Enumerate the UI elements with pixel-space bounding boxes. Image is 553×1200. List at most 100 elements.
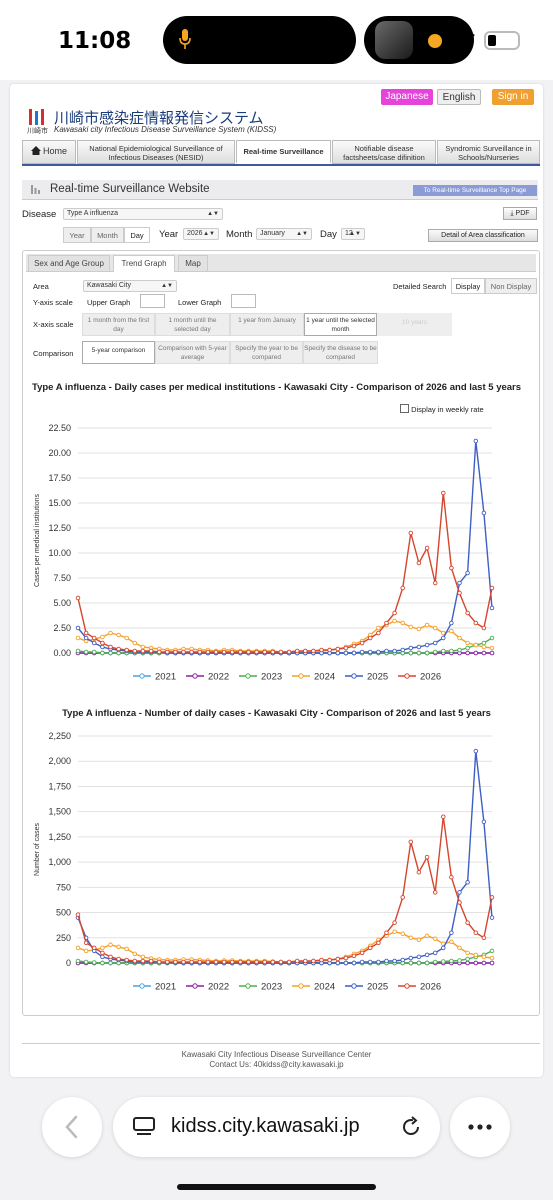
series-2023-point[interactable] <box>449 958 454 964</box>
legend-2024-label[interactable]: 2024 <box>314 982 335 993</box>
series-2024-point[interactable] <box>449 628 454 634</box>
series-2026-point[interactable] <box>124 957 129 963</box>
series-2025-point[interactable] <box>457 890 462 895</box>
series-2026-point[interactable] <box>197 649 203 655</box>
period-month[interactable]: Month <box>91 227 124 243</box>
series-2023-point[interactable] <box>441 959 446 964</box>
series-2023-point[interactable] <box>75 648 81 654</box>
site-title[interactable]: 川崎市感染症情報発信システム <box>54 109 264 127</box>
legend-2024-label[interactable]: 2024 <box>314 672 335 683</box>
series-2023-point[interactable] <box>457 958 462 963</box>
series-2026-point[interactable] <box>116 646 121 652</box>
series-2024-point[interactable] <box>108 630 113 636</box>
series-2022-point[interactable] <box>489 650 495 656</box>
series-2026-point[interactable] <box>473 930 479 935</box>
series-2025-point[interactable] <box>416 954 422 960</box>
series-2026-point[interactable] <box>278 959 284 965</box>
series-2026-point[interactable] <box>124 647 129 653</box>
series-2026-point[interactable] <box>229 649 235 655</box>
series-2026-point[interactable] <box>173 649 178 655</box>
series-2026-point[interactable] <box>108 954 113 960</box>
series-2026-point[interactable] <box>83 630 89 636</box>
series-2025-point[interactable] <box>367 959 373 965</box>
series-2024-point[interactable] <box>408 935 414 941</box>
series-2025-point[interactable] <box>351 650 357 656</box>
display-toggle[interactable]: Display <box>451 278 485 294</box>
series-2026-point[interactable] <box>246 959 251 965</box>
series-2024-point[interactable] <box>432 625 438 631</box>
series-2024-point[interactable] <box>408 624 414 630</box>
series-2026-point[interactable] <box>148 648 154 654</box>
series-2026-point[interactable] <box>465 610 470 616</box>
series-2026-point[interactable] <box>303 648 308 654</box>
series-2026-point[interactable] <box>432 890 438 895</box>
series-2024-point[interactable] <box>473 952 479 958</box>
series-2023-point[interactable] <box>416 960 422 966</box>
series-2026-point[interactable] <box>424 545 430 551</box>
series-2026-point[interactable] <box>311 648 316 654</box>
upper-graph-input[interactable] <box>140 294 165 308</box>
series-2025-point[interactable] <box>408 645 414 651</box>
series-2026-point[interactable] <box>343 955 349 961</box>
series-2026-point[interactable] <box>311 958 316 964</box>
series-2025-point[interactable] <box>449 620 454 626</box>
series-2026-point[interactable] <box>416 869 422 875</box>
series-2025-point[interactable] <box>335 960 341 966</box>
series-2025-point[interactable] <box>408 955 414 961</box>
page-menu-icon[interactable] <box>133 1117 155 1137</box>
detail-area-button[interactable]: Detail of Area classification <box>428 229 538 242</box>
series-2026-point[interactable] <box>205 959 211 965</box>
series-2026-point[interactable] <box>91 945 97 951</box>
url-text[interactable]: kidss.city.kawasaki.jp <box>171 1115 360 1137</box>
day-select[interactable]: 12 ▲▼ <box>341 228 365 240</box>
series-2026-point[interactable] <box>148 958 154 964</box>
english-button[interactable]: English <box>437 89 481 105</box>
series-2026-point[interactable] <box>286 959 292 965</box>
series-2026-point[interactable] <box>132 648 138 654</box>
comparison-5year-average[interactable]: Comparison with 5-year average <box>155 341 230 364</box>
series-2023-point[interactable] <box>91 960 97 965</box>
series-2025-point[interactable] <box>424 642 430 648</box>
series-2024-point[interactable] <box>416 626 422 632</box>
series-2026-point[interactable] <box>481 935 487 941</box>
series-2026-point[interactable] <box>319 957 324 963</box>
series-2023-point[interactable] <box>424 960 430 966</box>
legend-2023-label[interactable]: 2023 <box>261 672 282 683</box>
series-2026-point[interactable] <box>465 920 470 925</box>
series-2026-point[interactable] <box>408 530 414 536</box>
x-option-1year-selected[interactable]: 1 year until the selected month <box>304 313 377 336</box>
series-2026-point[interactable] <box>213 959 219 965</box>
series-2024-point[interactable] <box>83 948 89 954</box>
series-2026-point[interactable] <box>262 959 267 965</box>
comparison-5year[interactable]: 5-year comparison <box>82 341 155 364</box>
series-2026-point[interactable] <box>432 580 438 586</box>
series-2025-point[interactable] <box>392 958 397 964</box>
series-2025-point[interactable] <box>83 635 89 641</box>
series-2026-point[interactable] <box>221 649 227 655</box>
series-2026-point[interactable] <box>140 648 146 654</box>
lower-graph-input[interactable] <box>231 294 256 308</box>
series-2026-point[interactable] <box>205 649 211 655</box>
series-2026-point[interactable] <box>262 649 267 655</box>
series-2025-point[interactable] <box>100 644 105 650</box>
series-2023-point[interactable] <box>108 960 113 966</box>
series-2026-point[interactable] <box>181 959 186 965</box>
series-2022-point[interactable] <box>473 650 479 656</box>
series-2022-point[interactable] <box>473 960 479 966</box>
nav-notifiable[interactable]: Notifiable disease factsheets/case difin… <box>332 140 436 164</box>
series-2025-point[interactable] <box>343 650 349 656</box>
series-2025-point[interactable] <box>441 635 446 641</box>
series-2026-point[interactable] <box>392 920 397 925</box>
series-2026-point[interactable] <box>75 595 81 601</box>
series-2023-point[interactable] <box>91 649 97 655</box>
series-2023-point[interactable] <box>432 649 438 655</box>
series-2023-point[interactable] <box>83 959 89 965</box>
series-2024-point[interactable] <box>116 944 121 950</box>
series-2022-point[interactable] <box>489 960 495 966</box>
series-2024-point[interactable] <box>400 931 405 936</box>
series-2023-point[interactable] <box>424 650 430 656</box>
series-2026-point[interactable] <box>489 895 495 900</box>
series-2025-point[interactable] <box>481 510 487 516</box>
series-2024-point[interactable] <box>100 945 105 951</box>
series-2026-point[interactable] <box>197 959 203 965</box>
